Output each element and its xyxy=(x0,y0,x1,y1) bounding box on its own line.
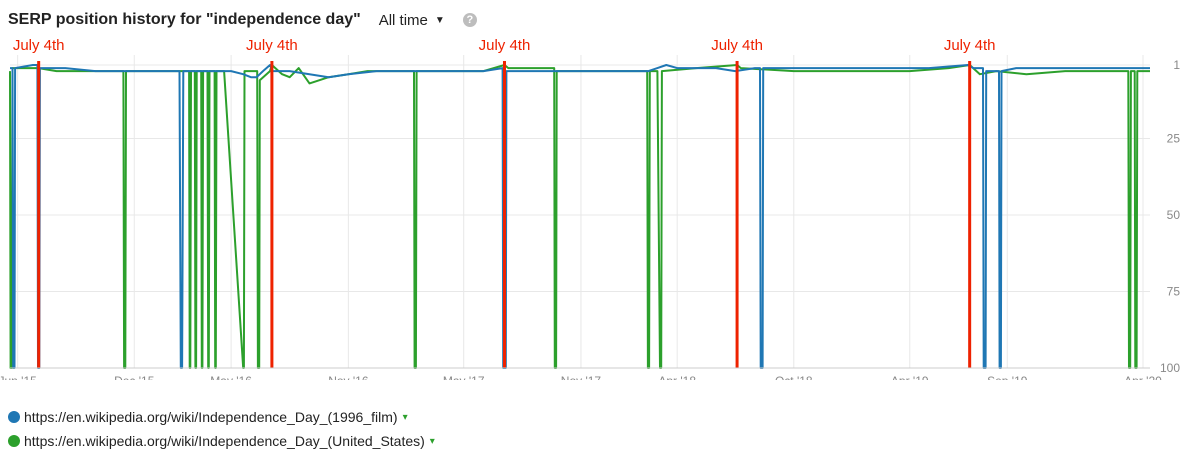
annotation-label: July 4th xyxy=(13,37,65,54)
legend-dot-film xyxy=(8,411,20,423)
caret-down-icon: ▼ xyxy=(434,14,445,26)
annotation-label: July 4th xyxy=(479,37,531,54)
series-line-film xyxy=(10,64,1150,369)
time-range-dropdown[interactable]: All time ▼ xyxy=(379,12,445,29)
legend-item-film[interactable]: https://en.wikipedia.org/wiki/Independen… xyxy=(8,409,408,425)
x-tick-label: Nov '17 xyxy=(561,374,602,380)
y-tick-label: 1 xyxy=(1173,58,1180,72)
legend-label-film: https://en.wikipedia.org/wiki/Independen… xyxy=(24,409,398,425)
legend-dot-us xyxy=(8,435,20,447)
legend-label-us: https://en.wikipedia.org/wiki/Independen… xyxy=(24,433,425,449)
x-tick-label: Sep '19 xyxy=(987,374,1028,380)
x-tick-label: May '17 xyxy=(443,374,485,380)
y-tick-label: 75 xyxy=(1167,284,1181,298)
x-tick-label: Dec '15 xyxy=(114,374,155,380)
legend-dropdown-film-icon[interactable]: ▾ xyxy=(402,411,408,423)
y-tick-label: 50 xyxy=(1167,208,1181,222)
legend-dropdown-us-icon[interactable]: ▾ xyxy=(429,435,435,447)
chart-title: SERP position history for "independence … xyxy=(8,11,361,28)
y-tick-label: 100 xyxy=(1160,361,1180,375)
x-tick-label: Jun '15 xyxy=(0,374,37,380)
time-range-label: All time xyxy=(378,11,428,29)
x-tick-label: Nov '16 xyxy=(328,374,369,380)
x-tick-label: Oct '18 xyxy=(775,374,813,380)
x-tick-label: Apr '20 xyxy=(1124,374,1162,380)
legend-item-us[interactable]: https://en.wikipedia.org/wiki/Independen… xyxy=(8,433,435,449)
x-tick-label: Apr '19 xyxy=(891,374,929,380)
chart-header: SERP position history for "independence … xyxy=(8,8,477,32)
serp-position-chart: July 4th July 4th July 4th July 4th July 4th… xyxy=(0,37,1181,380)
x-tick-label: May '16 xyxy=(210,374,252,380)
x-tick-label: Apr '18 xyxy=(658,374,696,380)
annotation-label: July 4th xyxy=(944,37,996,54)
y-tick-label: 25 xyxy=(1167,131,1181,145)
help-icon[interactable]: ? xyxy=(462,13,477,27)
annotation-label: July 4th xyxy=(711,37,763,54)
annotation-label: July 4th xyxy=(246,37,298,54)
